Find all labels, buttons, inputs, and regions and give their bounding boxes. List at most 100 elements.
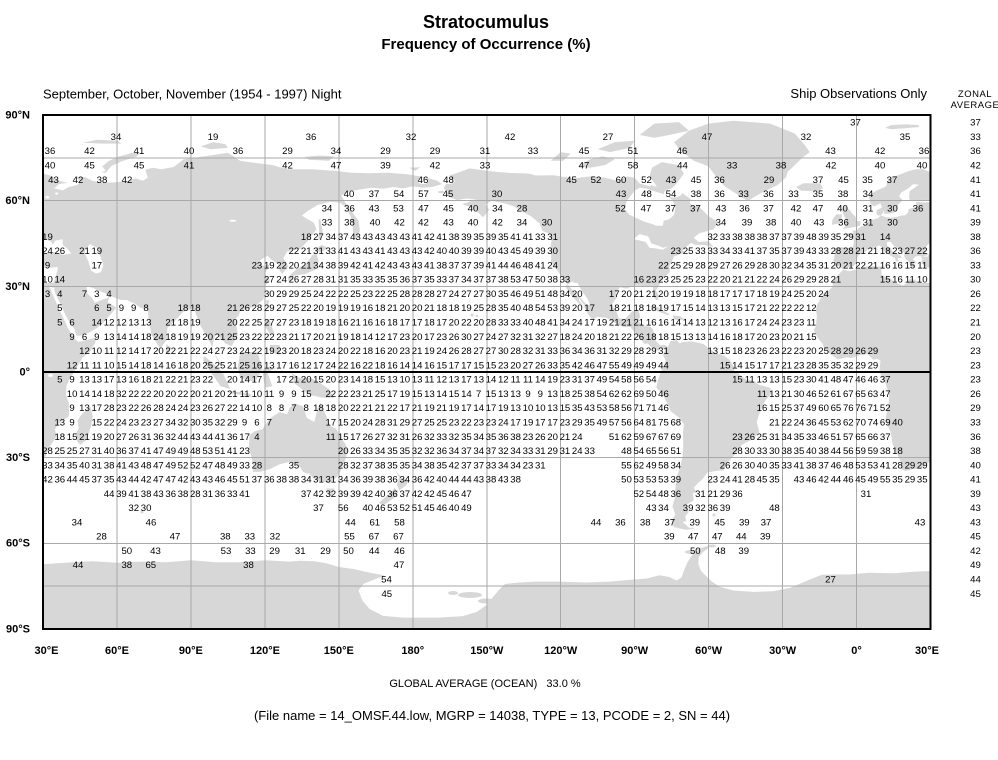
svg-text:12: 12 (116, 318, 127, 329)
svg-text:16: 16 (633, 275, 644, 286)
svg-text:36: 36 (714, 189, 725, 200)
svg-text:65: 65 (855, 389, 866, 400)
svg-text:22: 22 (658, 260, 669, 271)
svg-text:52: 52 (641, 175, 652, 186)
svg-text:35: 35 (289, 460, 300, 471)
svg-text:43: 43 (350, 246, 361, 257)
svg-text:18: 18 (732, 346, 743, 357)
svg-text:39: 39 (350, 489, 361, 500)
svg-text:27: 27 (498, 332, 509, 343)
svg-text:22: 22 (227, 403, 238, 414)
svg-text:53: 53 (393, 203, 404, 214)
svg-text:37: 37 (91, 475, 102, 486)
svg-text:22: 22 (264, 332, 275, 343)
svg-text:26: 26 (744, 432, 755, 443)
svg-text:17: 17 (609, 289, 620, 300)
svg-text:31: 31 (535, 460, 546, 471)
svg-text:13: 13 (707, 346, 718, 357)
svg-text:10: 10 (91, 346, 102, 357)
svg-text:28: 28 (313, 275, 324, 286)
svg-text:43: 43 (128, 460, 139, 471)
svg-text:21: 21 (178, 375, 189, 386)
svg-text:32: 32 (215, 418, 226, 429)
svg-text:35: 35 (486, 432, 497, 443)
svg-text:49: 49 (178, 446, 189, 457)
svg-text:35: 35 (498, 232, 509, 243)
svg-text:22: 22 (461, 418, 472, 429)
svg-text:48: 48 (831, 375, 842, 386)
svg-text:20: 20 (806, 346, 817, 357)
svg-text:33: 33 (738, 189, 749, 200)
svg-text:47: 47 (394, 560, 405, 571)
svg-text:30: 30 (542, 218, 553, 229)
svg-text:52: 52 (178, 460, 189, 471)
svg-text:45: 45 (443, 189, 454, 200)
svg-text:17: 17 (769, 360, 780, 371)
svg-text:11: 11 (523, 375, 533, 386)
svg-text:27: 27 (264, 275, 275, 286)
svg-text:28: 28 (486, 318, 497, 329)
svg-text:17: 17 (584, 318, 595, 329)
svg-text:13: 13 (547, 403, 558, 414)
svg-text:13: 13 (473, 375, 484, 386)
svg-text:4: 4 (254, 432, 260, 443)
svg-text:19: 19 (424, 403, 435, 414)
svg-text:29: 29 (276, 289, 287, 300)
svg-text:53: 53 (633, 475, 644, 486)
svg-text:52: 52 (818, 389, 829, 400)
svg-text:11: 11 (757, 389, 767, 400)
svg-text:42: 42 (970, 161, 981, 172)
svg-text:11: 11 (745, 375, 755, 386)
svg-text:64: 64 (633, 418, 644, 429)
svg-text:18: 18 (190, 303, 201, 314)
svg-text:43: 43 (716, 203, 727, 214)
svg-text:30°E: 30°E (915, 645, 939, 657)
svg-text:20: 20 (412, 332, 423, 343)
svg-text:90°S: 90°S (6, 624, 30, 636)
svg-text:40: 40 (806, 446, 817, 457)
svg-text:18: 18 (165, 332, 176, 343)
svg-text:18: 18 (757, 289, 768, 300)
svg-text:20: 20 (350, 418, 361, 429)
svg-text:23: 23 (769, 332, 780, 343)
svg-text:36: 36 (838, 218, 849, 229)
svg-text:15: 15 (375, 375, 386, 386)
svg-text:23: 23 (362, 289, 373, 300)
svg-text:25: 25 (818, 346, 829, 357)
svg-text:22: 22 (301, 303, 312, 314)
svg-text:43: 43 (814, 218, 825, 229)
svg-text:28: 28 (517, 203, 528, 214)
svg-text:11: 11 (917, 260, 927, 271)
svg-text:15: 15 (486, 389, 497, 400)
svg-text:57: 57 (843, 432, 854, 443)
svg-text:12: 12 (67, 360, 78, 371)
svg-text:58: 58 (658, 460, 669, 471)
svg-text:32: 32 (270, 532, 281, 543)
svg-text:26: 26 (633, 332, 644, 343)
svg-text:59: 59 (868, 446, 879, 457)
svg-text:37: 37 (880, 432, 891, 443)
svg-text:8: 8 (304, 403, 309, 414)
svg-text:34: 34 (165, 418, 176, 429)
svg-text:18: 18 (141, 360, 152, 371)
svg-text:11: 11 (806, 318, 816, 329)
svg-text:23: 23 (523, 460, 534, 471)
svg-text:34: 34 (111, 132, 122, 143)
svg-text:24: 24 (276, 275, 287, 286)
svg-text:39: 39 (473, 246, 484, 257)
svg-text:33: 33 (325, 246, 336, 257)
svg-text:28: 28 (399, 289, 410, 300)
svg-text:21: 21 (843, 260, 854, 271)
svg-text:26: 26 (412, 432, 423, 443)
svg-text:29: 29 (646, 346, 657, 357)
svg-text:43: 43 (970, 503, 981, 514)
svg-text:34: 34 (510, 460, 521, 471)
svg-text:53: 53 (646, 475, 657, 486)
svg-text:41: 41 (523, 232, 534, 243)
svg-text:21: 21 (769, 418, 780, 429)
svg-text:23: 23 (276, 332, 287, 343)
svg-text:29: 29 (289, 289, 300, 300)
svg-text:14: 14 (473, 403, 484, 414)
svg-text:11: 11 (905, 275, 915, 286)
svg-text:57: 57 (418, 189, 429, 200)
